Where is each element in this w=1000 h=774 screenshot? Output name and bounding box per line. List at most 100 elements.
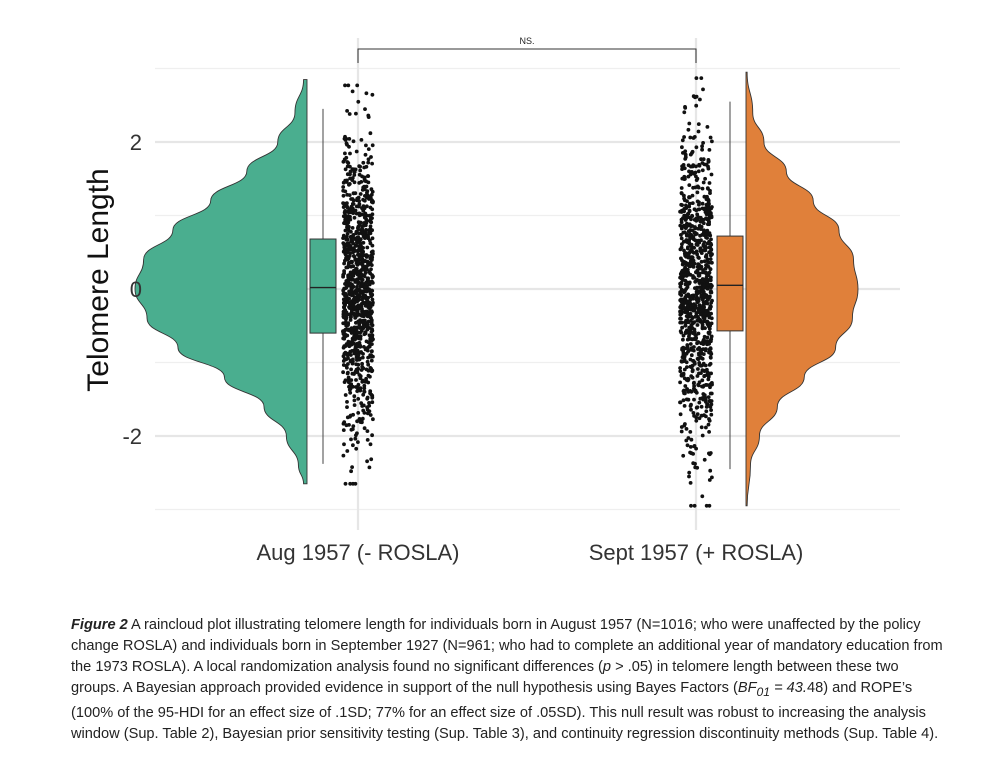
data-point [364,220,369,225]
data-point [343,228,348,233]
data-point [369,311,373,315]
data-point [694,76,699,80]
data-point [686,245,690,250]
data-point [342,420,347,424]
data-point [342,221,347,225]
data-point [352,180,357,185]
data-point [695,412,700,416]
data-point [705,335,710,340]
data-point [701,316,706,321]
data-point [702,457,707,462]
data-point [365,193,370,198]
data-point [680,138,685,143]
data-point [341,274,345,279]
data-point [689,164,693,169]
data-point [353,280,358,284]
data-point [346,370,350,375]
data-point [702,383,706,388]
data-point [345,201,349,206]
data-point [358,284,363,289]
data-point [342,442,346,447]
data-point [683,152,688,157]
data-point [355,370,360,375]
data-point [368,217,373,221]
data-point [693,286,697,290]
data-point [696,367,700,371]
data-point [709,399,714,403]
data-point [351,443,355,448]
data-point [366,147,371,152]
data-point [692,444,697,449]
data-point [343,151,347,156]
data-point [707,312,712,316]
data-point [693,170,698,175]
data-point [700,297,705,302]
data-point [682,135,686,139]
y-tick-labels: -2 0 2 [122,130,142,449]
data-point [678,209,682,214]
data-point [691,303,695,307]
data-point [687,233,692,238]
data-point [696,340,701,344]
data-point [688,481,693,485]
data-point [370,255,375,260]
data-point [706,222,710,227]
data-point [702,228,706,233]
data-point [357,172,362,177]
data-point [702,393,707,398]
data-point [357,231,362,236]
data-point [684,262,689,267]
data-point [704,503,709,508]
data-point [341,370,345,375]
data-point [348,281,353,286]
data-point [366,355,370,360]
data-point [705,370,710,375]
data-point [707,349,712,353]
data-point [694,174,698,179]
data-point [690,255,695,260]
data-point [688,342,693,346]
data-point [360,267,364,272]
data-point [697,416,702,421]
box-1 [716,235,744,332]
caption-text-1: A raincloud plot illustrating telomere l… [71,617,943,675]
data-point [694,249,699,254]
data-point [344,293,348,298]
data-point [345,164,350,169]
data-point [686,127,691,132]
data-point [706,158,711,162]
data-point [367,465,372,470]
data-point [370,292,375,297]
data-point [708,346,713,350]
data-point [700,433,705,438]
data-point [349,378,354,382]
data-point [703,248,708,253]
data-point [351,254,356,258]
data-point [709,412,714,417]
data-point [704,235,708,240]
data-point [360,258,365,262]
significance-label: NS. [519,36,534,46]
data-point [688,329,693,334]
data-point [362,389,366,394]
data-point [689,247,694,252]
data-point [364,253,369,257]
data-point [354,362,359,367]
data-point [355,431,359,436]
data-point [363,288,368,293]
data-point [349,229,353,234]
data-point [356,440,360,444]
data-point [709,408,713,412]
data-point [708,257,713,261]
data-point [703,244,708,249]
data-point [359,289,363,294]
data-point [345,353,350,358]
data-point [364,376,368,381]
data-point [697,353,701,357]
data-point [678,272,683,276]
data-point [681,163,686,167]
data-point [355,235,360,240]
data-point [683,272,687,277]
data-point [368,413,373,417]
data-point [341,241,346,246]
